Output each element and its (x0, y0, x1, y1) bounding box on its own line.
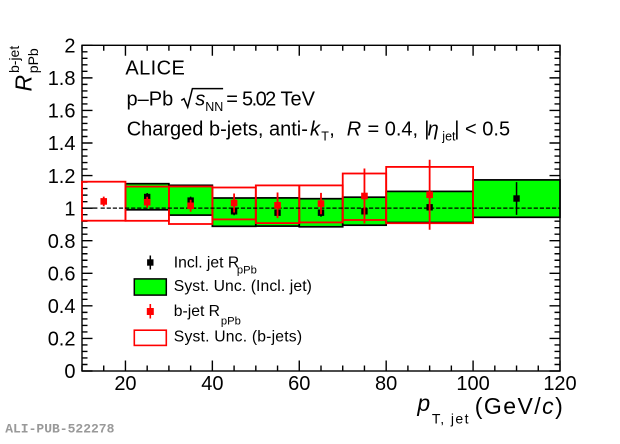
svg-text:TeV: TeV (281, 88, 316, 110)
svg-text:pPb: pPb (25, 48, 41, 73)
svg-text:1: 1 (64, 198, 75, 220)
svg-text:1.8: 1.8 (48, 68, 76, 90)
svg-text:120: 120 (543, 373, 576, 395)
svg-text:pPb: pPb (237, 265, 257, 277)
svg-text:p–Pb: p–Pb (127, 88, 174, 110)
svg-text:ALICE: ALICE (125, 58, 185, 80)
svg-text:b-jet: b-jet (6, 46, 22, 73)
svg-text:0: 0 (64, 361, 75, 383)
svg-text:R: R (11, 75, 37, 92)
svg-text:b-jet R: b-jet R (174, 303, 220, 320)
svg-text:100: 100 (456, 373, 489, 395)
svg-text:|: | (424, 118, 429, 140)
svg-text:k: k (310, 118, 321, 140)
svg-text:1.2: 1.2 (48, 166, 76, 188)
svg-text:,: , (329, 118, 335, 140)
svg-text:1.6: 1.6 (48, 101, 76, 123)
svg-text:60: 60 (288, 373, 310, 395)
svg-text:40: 40 (201, 373, 223, 395)
svg-text:0.2: 0.2 (48, 329, 76, 351)
svg-text:pPb: pPb (221, 315, 241, 327)
svg-text:s: s (195, 88, 205, 110)
svg-text:p: p (416, 390, 430, 416)
svg-text:2: 2 (64, 36, 75, 58)
svg-text:0.6: 0.6 (48, 263, 76, 285)
svg-text:η: η (428, 118, 439, 140)
svg-text:Charged b-jets, anti-: Charged b-jets, anti- (127, 118, 308, 140)
svg-text:20: 20 (114, 373, 136, 395)
svg-text:Incl. jet R: Incl. jet R (174, 255, 239, 272)
svg-text:ALI-PUB-522278: ALI-PUB-522278 (5, 422, 114, 437)
svg-text:80: 80 (375, 373, 397, 395)
svg-text:| < 0.5: | < 0.5 (454, 118, 510, 140)
svg-text:=: = (226, 88, 238, 110)
svg-text:Syst. Unc. (Incl. jet): Syst. Unc. (Incl. jet) (174, 278, 312, 295)
svg-text:NN: NN (205, 100, 223, 114)
svg-text:(GeV/c): (GeV/c) (475, 393, 564, 419)
svg-text:0.8: 0.8 (48, 231, 76, 253)
svg-text:1.4: 1.4 (48, 133, 76, 155)
svg-text:0.4: 0.4 (48, 296, 76, 318)
svg-text:5.02: 5.02 (242, 88, 276, 110)
svg-text:Syst. Unc. (b-jets): Syst. Unc. (b-jets) (174, 329, 302, 346)
svg-text:T: T (321, 130, 329, 144)
svg-text:R: R (347, 118, 361, 140)
svg-text:= 0.4,: = 0.4, (368, 118, 419, 140)
svg-text:jet: jet (441, 130, 456, 144)
svg-text:T, jet: T, jet (432, 411, 470, 427)
